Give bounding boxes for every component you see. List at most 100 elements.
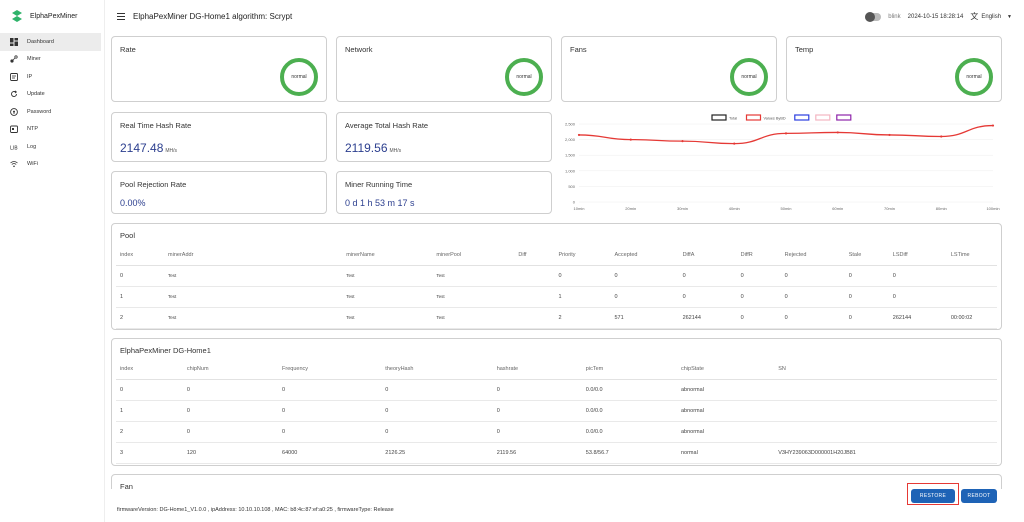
x-tick-label: 70min — [884, 206, 895, 211]
table-cell: Test — [432, 307, 515, 329]
table-cell: 571 — [610, 307, 679, 329]
table-cell — [774, 421, 997, 443]
y-tick-label: 2,500 — [565, 122, 576, 127]
table-cell: abnormal — [676, 379, 775, 401]
x-tick-label: 80min — [936, 206, 947, 211]
sidebar-item-label: Miner — [27, 56, 41, 63]
blink-label: blink — [888, 13, 901, 20]
blink-toggle[interactable] — [865, 11, 882, 22]
brand-name: ElphaPexMiner — [30, 12, 78, 20]
status-text: normal — [966, 74, 982, 80]
sidebar: ElphaPexMiner Dashboard Miner IP Update — [0, 0, 105, 522]
table-cell: 0 — [381, 379, 493, 401]
status-text: normal — [516, 74, 532, 80]
table-cell: 0.0/0.0 — [581, 421, 677, 443]
log-icon: LIB — [10, 143, 18, 151]
sidebar-item-label: Log — [27, 143, 37, 150]
sidebar-item-label: Update — [27, 91, 45, 98]
sidebar-item-wifi[interactable]: WiFi — [0, 156, 104, 174]
realtime-hashrate-card: Real Time Hash Rate 2147.48 MH/s — [111, 112, 327, 162]
rejection-rate-card: Pool Rejection Rate 0.00% — [111, 171, 327, 214]
rejection-rate-value: 0.00% — [120, 198, 146, 208]
sidebar-item-ntp[interactable]: NTP — [0, 121, 104, 139]
table-cell: 0 — [780, 286, 845, 308]
section-title: Pool — [120, 231, 136, 240]
restore-button[interactable]: RESTORE — [911, 489, 955, 503]
status-ring: normal — [280, 58, 318, 96]
table-cell: Test — [432, 265, 515, 287]
language-select[interactable]: 文 English ▼ — [970, 11, 1012, 22]
table-cell: Test — [164, 286, 343, 308]
y-tick-label: 500 — [568, 184, 575, 189]
table-body: 0 Test Test Test 0 0 0 0 0 0 0 1 Test Test Test 1 0 0 0 0 0 0… — [116, 265, 997, 329]
sidebar-item-dashboard[interactable]: Dashboard — [0, 33, 101, 51]
y-tick-label: 1,500 — [565, 153, 576, 158]
sidebar-item-ip[interactable]: IP — [0, 68, 104, 86]
table-cell: 0 — [381, 421, 493, 443]
table-cell: Test — [342, 286, 433, 308]
status-ring: normal — [730, 58, 768, 96]
card-title: Network — [345, 45, 373, 54]
section-title: Fan — [120, 482, 133, 491]
status-ring: normal — [505, 58, 543, 96]
hashrate-value-group: 2147.48 MH/s — [120, 141, 177, 155]
x-tick-label: 40min — [729, 206, 740, 211]
x-tick-label: 100min — [986, 206, 999, 211]
column-header: chipNum — [182, 360, 279, 380]
table-cell: 0 — [492, 400, 582, 422]
reboot-button[interactable]: REBOOT — [961, 489, 997, 503]
table-cell: 53.8/56.7 — [581, 442, 677, 464]
column-header: index — [116, 360, 183, 380]
legend-swatch — [794, 114, 810, 121]
table-row: 0 Test Test Test 0 0 0 0 0 0 0 — [116, 265, 997, 287]
column-header: DiffA — [678, 246, 737, 266]
menu-icon[interactable] — [117, 13, 125, 20]
device-table: index chipNum Frequency theoryHash hashrate p… — [116, 360, 997, 464]
column-header: Accepted — [610, 246, 679, 266]
table-cell — [514, 286, 555, 308]
table-cell: 0 — [278, 379, 382, 401]
table-cell — [774, 379, 997, 401]
y-tick-label: 0 — [573, 200, 576, 205]
table-cell: 0 — [492, 421, 582, 443]
sidebar-item-update[interactable]: Update — [0, 86, 104, 104]
hashrate-value: 2119.56 — [345, 141, 388, 155]
card-title: Pool Rejection Rate — [120, 180, 187, 189]
top-bar: ElphaPexMiner DG-Home1 algorithm: Scrypt… — [105, 0, 1024, 33]
table-cell: 2 — [116, 421, 183, 443]
sidebar-item-password[interactable]: Password — [0, 103, 104, 121]
hashrate-chart-svg: Total Values ByBD 0 500 1,000 1,500 2,000 2,500… — [565, 114, 1000, 211]
table-cell: 0 — [844, 307, 889, 329]
hashrate-chart: Total Values ByBD 0 500 1,000 1,500 2,000 2,500… — [557, 112, 1002, 214]
status-text: normal — [291, 74, 307, 80]
card-title: Average Total Hash Rate — [345, 121, 429, 130]
running-time-card: Miner Running Time 0 d 1 h 53 m 17 s — [336, 171, 552, 214]
header-controls: blink 2024-10-15 18:28:14 文 English ▼ — [865, 11, 1012, 22]
table-cell: 0 — [116, 265, 165, 287]
footer-bar: firmwareVersion: DG-Home1_V1.0.0 , ipAdd… — [105, 483, 1024, 522]
password-icon — [10, 107, 18, 116]
column-header: theoryHash — [381, 360, 493, 380]
table-cell: 0 — [888, 286, 947, 308]
column-header: Stale — [844, 246, 889, 266]
table-header-row: index minerAddr minerName minerPool Diff Prio… — [116, 246, 997, 266]
sidebar-item-label: IP — [27, 73, 33, 80]
table-cell: 2 — [554, 307, 611, 329]
sidebar-item-miner[interactable]: Miner — [0, 51, 104, 69]
column-header: Diff — [514, 246, 555, 266]
device-section: ElphaPexMiner DG-Home1 index chipNum Frequ… — [111, 338, 1002, 466]
column-header: minerAddr — [164, 246, 343, 266]
legend-swatch — [745, 114, 762, 121]
column-header: picTem — [581, 360, 677, 380]
sidebar-item-log[interactable]: LIB Log — [0, 138, 104, 156]
sidebar-item-label: WiFi — [27, 161, 38, 168]
hashrate-unit: MH/s — [165, 148, 178, 154]
table-row: 3 120 64000 2126.25 2119.56 53.8/56.7 normal V3… — [116, 442, 997, 464]
table-row: 1 Test Test Test 1 0 0 0 0 0 0 — [116, 286, 997, 308]
table-cell: 0 — [736, 307, 781, 329]
column-header: Rejected — [780, 246, 845, 266]
card-title: Rate — [120, 45, 136, 54]
table-body: 0 0 0 0 0 0.0/0.0 abnormal 1 0 0 0 0 0.0/0.0 abnormal… — [116, 379, 997, 464]
table-cell: Test — [432, 286, 515, 308]
legend-label: Total — [729, 117, 737, 121]
